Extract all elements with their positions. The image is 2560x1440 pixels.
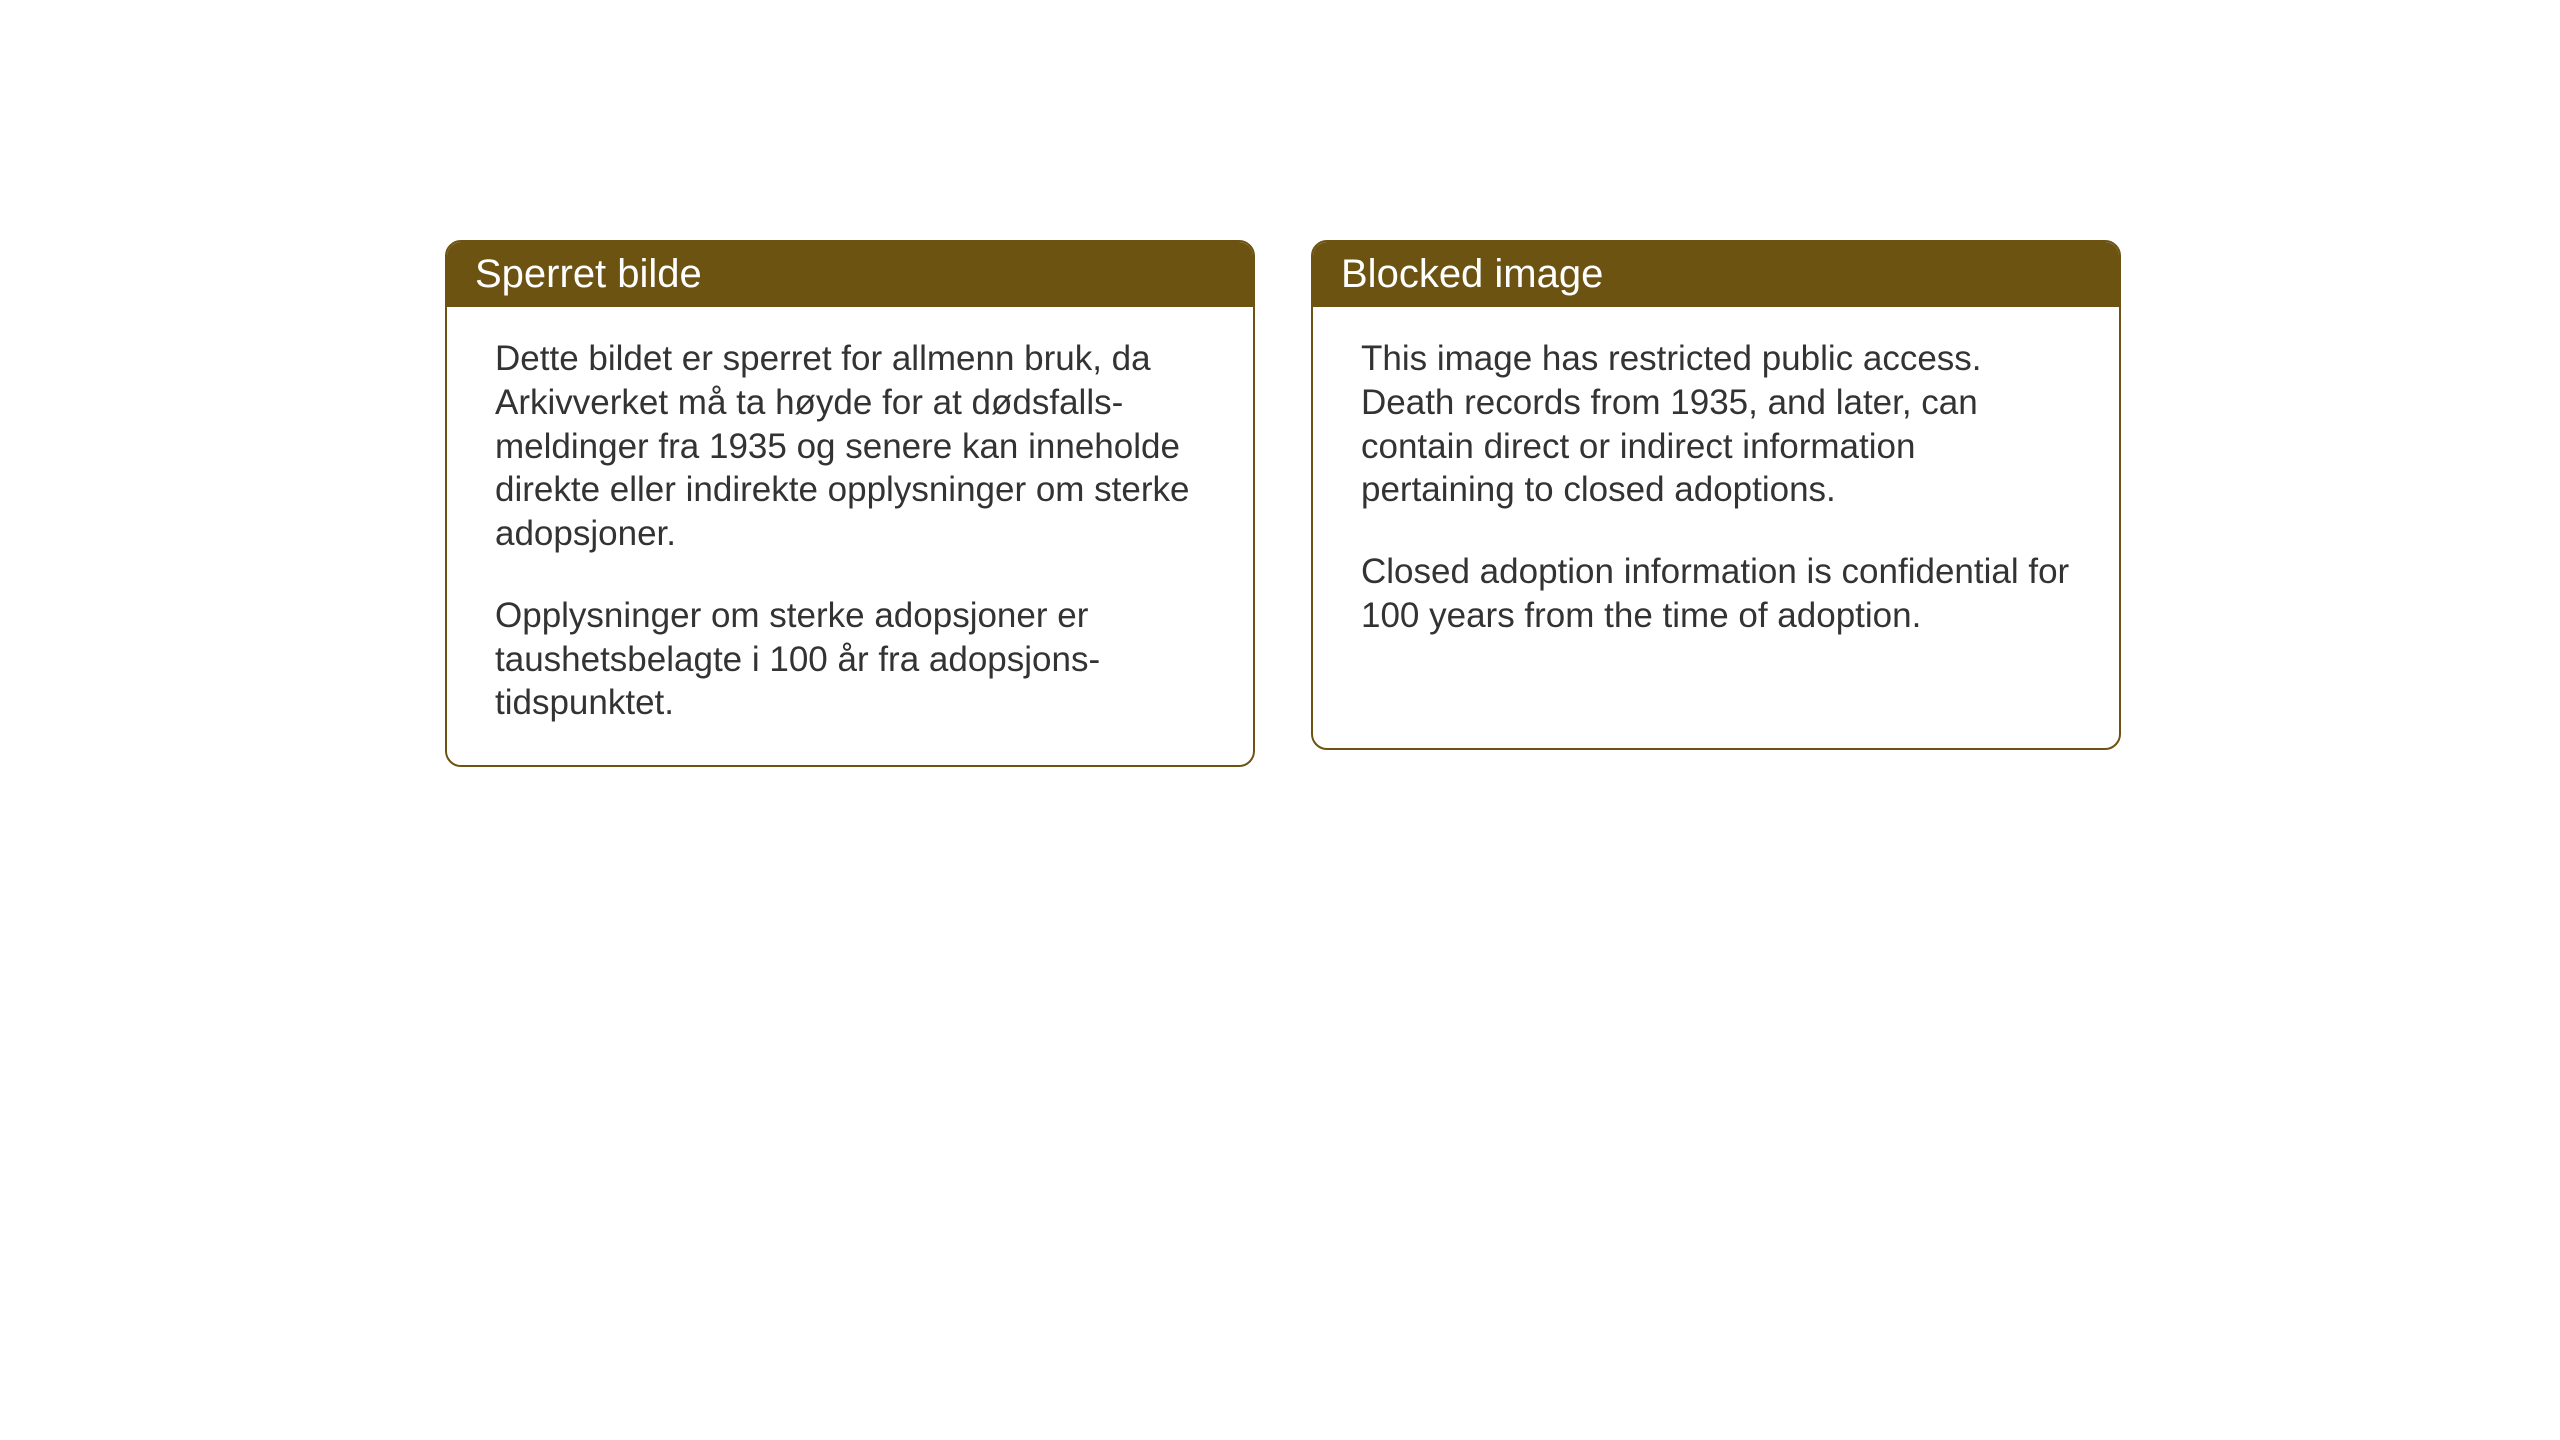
card-body-english: This image has restricted public access.… (1313, 307, 2119, 678)
card-title-norwegian: Sperret bilde (475, 252, 702, 296)
card-header-norwegian: Sperret bilde (447, 242, 1253, 307)
notice-card-english: Blocked image This image has restricted … (1311, 240, 2121, 750)
card-paragraph-english-2: Closed adoption information is confident… (1361, 550, 2071, 638)
card-paragraph-norwegian-1: Dette bildet er sperret for allmenn bruk… (495, 337, 1205, 556)
card-body-norwegian: Dette bildet er sperret for allmenn bruk… (447, 307, 1253, 765)
notice-container: Sperret bilde Dette bildet er sperret fo… (445, 240, 2121, 767)
notice-card-norwegian: Sperret bilde Dette bildet er sperret fo… (445, 240, 1255, 767)
card-header-english: Blocked image (1313, 242, 2119, 307)
card-paragraph-norwegian-2: Opplysninger om sterke adopsjoner er tau… (495, 594, 1205, 725)
card-paragraph-english-1: This image has restricted public access.… (1361, 337, 2071, 512)
card-title-english: Blocked image (1341, 252, 1603, 296)
